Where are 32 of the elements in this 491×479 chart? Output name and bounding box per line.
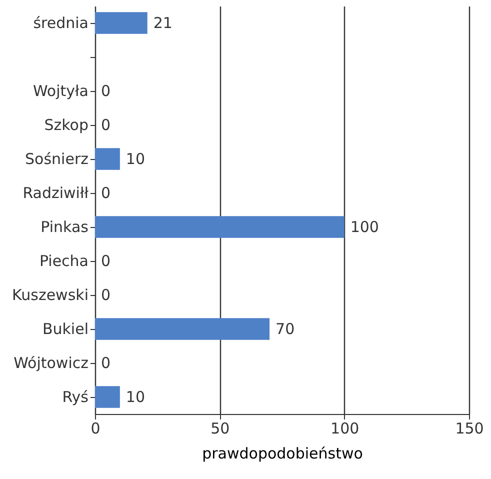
data-label: 0 <box>101 354 111 372</box>
bar <box>95 148 120 170</box>
y-tick-label: Szkop <box>44 116 88 134</box>
y-tick-label: Wójtowicz <box>14 354 89 372</box>
data-label: 0 <box>101 184 111 202</box>
x-axis-title: prawdopodobieństwo <box>202 444 363 462</box>
data-label: 10 <box>126 150 146 168</box>
data-label: 0 <box>101 82 111 100</box>
data-label: 70 <box>276 320 295 338</box>
data-label: 21 <box>153 14 172 32</box>
y-tick-label: Wojtyła <box>32 82 88 100</box>
y-tick-label: Ryś <box>62 388 89 406</box>
x-tick-label: 50 <box>210 420 230 438</box>
data-label: 0 <box>101 286 111 304</box>
bar <box>95 12 148 34</box>
y-tick-label: Pinkas <box>40 218 89 236</box>
data-label: 0 <box>101 252 111 270</box>
bar <box>95 318 270 340</box>
y-tick-label: Kuszewski <box>12 286 88 304</box>
y-tick-label: Bukiel <box>42 320 88 338</box>
bar <box>95 386 120 408</box>
y-tick-label: Piecha <box>39 252 88 270</box>
x-tick-label: 150 <box>455 420 484 438</box>
y-tick-label: średnia <box>33 14 88 32</box>
bar <box>95 216 344 238</box>
data-label: 100 <box>350 218 379 236</box>
y-tick-label: Sośnierz <box>25 150 89 168</box>
x-tick-label: 0 <box>90 420 100 438</box>
data-label: 0 <box>101 116 111 134</box>
data-label: 10 <box>126 388 146 406</box>
x-tick-label: 100 <box>330 420 360 438</box>
y-tick-label: Radziwiłł <box>22 184 90 202</box>
